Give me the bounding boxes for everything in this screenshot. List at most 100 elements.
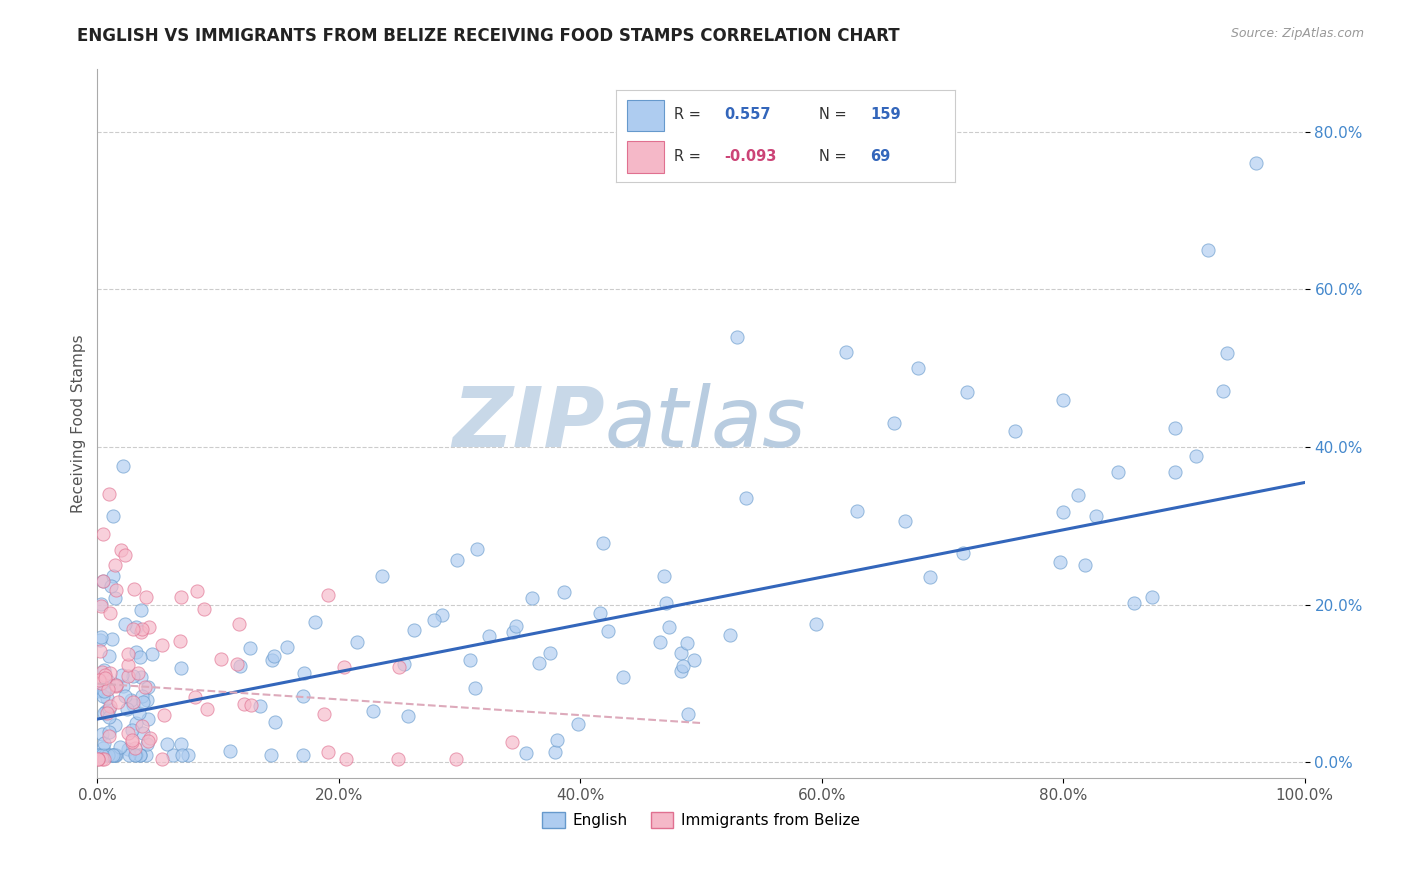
Point bbox=[104, 747, 127, 762]
Point bbox=[93, 736, 115, 750]
Point bbox=[91, 574, 114, 588]
Point bbox=[129, 625, 152, 640]
Point bbox=[97, 674, 120, 689]
Point bbox=[91, 751, 114, 765]
Point bbox=[90, 597, 112, 611]
Point bbox=[93, 663, 115, 677]
Point bbox=[1067, 488, 1090, 502]
Point bbox=[153, 708, 176, 723]
Point bbox=[209, 652, 232, 666]
Point bbox=[894, 514, 917, 528]
Point bbox=[655, 596, 678, 610]
Point bbox=[93, 574, 115, 588]
Point bbox=[193, 602, 215, 616]
Point bbox=[135, 693, 157, 707]
Point bbox=[97, 747, 120, 762]
Point bbox=[430, 608, 453, 623]
Point bbox=[120, 693, 142, 707]
Point bbox=[128, 747, 150, 762]
Point bbox=[672, 658, 695, 673]
Point bbox=[104, 591, 127, 605]
Point bbox=[1107, 465, 1129, 479]
Point bbox=[264, 715, 287, 730]
Point bbox=[93, 683, 115, 698]
Point bbox=[86, 747, 108, 762]
Point bbox=[97, 649, 120, 664]
Point bbox=[955, 384, 977, 399]
Point bbox=[229, 659, 252, 673]
Point bbox=[1084, 508, 1107, 523]
Point bbox=[478, 629, 501, 643]
Point bbox=[883, 417, 905, 431]
Point bbox=[97, 725, 120, 739]
Point bbox=[263, 648, 285, 663]
Text: Source: ZipAtlas.com: Source: ZipAtlas.com bbox=[1230, 27, 1364, 40]
Point bbox=[169, 634, 191, 648]
Point bbox=[276, 640, 298, 655]
Point bbox=[335, 751, 357, 765]
Point bbox=[197, 702, 219, 716]
Point bbox=[316, 588, 339, 602]
Point bbox=[131, 719, 153, 733]
Point bbox=[725, 329, 748, 343]
Point bbox=[371, 568, 394, 582]
Point bbox=[117, 668, 139, 682]
Point bbox=[225, 657, 247, 672]
Point bbox=[141, 648, 163, 662]
Point bbox=[136, 733, 159, 747]
Point bbox=[156, 737, 179, 751]
Point bbox=[170, 590, 193, 604]
Point bbox=[98, 606, 121, 620]
Point bbox=[125, 716, 148, 731]
Point bbox=[117, 726, 139, 740]
Point bbox=[87, 747, 110, 762]
Point bbox=[464, 681, 486, 696]
Point bbox=[446, 552, 468, 566]
Point bbox=[1052, 505, 1074, 519]
Point bbox=[567, 717, 589, 731]
Point bbox=[136, 680, 159, 694]
Point bbox=[100, 579, 122, 593]
Point bbox=[112, 459, 135, 474]
Point bbox=[125, 645, 148, 659]
Point bbox=[97, 682, 120, 697]
Point bbox=[292, 666, 315, 681]
Point bbox=[150, 751, 173, 765]
Point bbox=[107, 695, 129, 709]
Point bbox=[90, 747, 112, 762]
Point bbox=[806, 617, 828, 632]
Point bbox=[314, 707, 336, 722]
Point bbox=[835, 345, 858, 359]
Point bbox=[162, 747, 184, 762]
Point bbox=[505, 618, 527, 632]
Point bbox=[260, 747, 283, 762]
Point bbox=[138, 731, 160, 745]
Point bbox=[96, 706, 118, 720]
Point bbox=[98, 729, 121, 743]
Point bbox=[515, 746, 537, 760]
Point bbox=[110, 542, 132, 557]
Point bbox=[100, 747, 122, 762]
Point bbox=[122, 698, 145, 713]
Point bbox=[136, 712, 159, 726]
Point bbox=[233, 698, 256, 712]
Point bbox=[262, 652, 284, 666]
Point bbox=[1074, 558, 1097, 572]
Point bbox=[114, 548, 136, 562]
Point bbox=[91, 747, 114, 762]
Point bbox=[96, 691, 118, 706]
Point bbox=[845, 504, 868, 518]
Point bbox=[1052, 392, 1074, 407]
Point bbox=[658, 620, 681, 634]
Point bbox=[124, 747, 146, 762]
Legend: English, Immigrants from Belize: English, Immigrants from Belize bbox=[536, 806, 866, 834]
Point bbox=[228, 617, 250, 632]
Point bbox=[117, 741, 139, 756]
Point bbox=[89, 633, 111, 648]
Point bbox=[111, 679, 134, 693]
Point bbox=[1163, 465, 1185, 479]
Point bbox=[91, 727, 114, 741]
Point bbox=[97, 701, 120, 715]
Point bbox=[184, 690, 207, 705]
Point bbox=[952, 546, 974, 560]
